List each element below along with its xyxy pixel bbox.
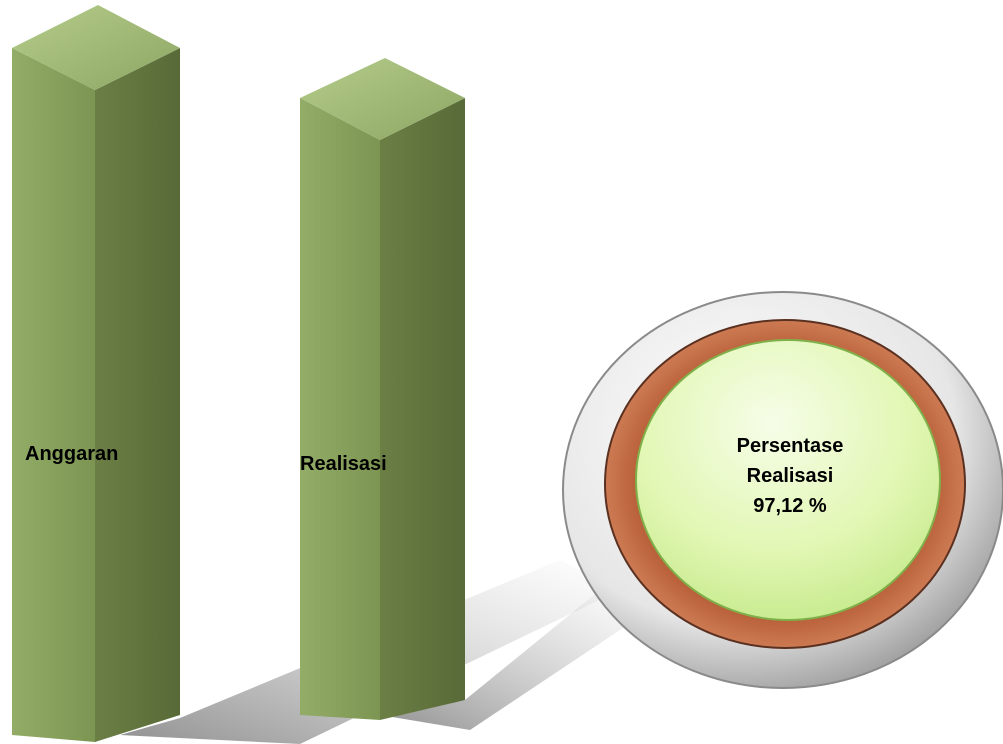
badge-text: 97,12 % bbox=[753, 495, 827, 517]
pillar bbox=[12, 5, 180, 742]
pillar-label: Anggaran bbox=[25, 443, 118, 465]
badge-text: Realisasi bbox=[747, 465, 834, 487]
badge-center bbox=[635, 339, 941, 621]
badge-text: Persentase bbox=[737, 435, 844, 457]
badge: Persentase Realisasi 97,12 % bbox=[562, 291, 1003, 689]
pillar-top bbox=[300, 58, 465, 140]
pillar-front bbox=[12, 48, 95, 742]
pillar bbox=[300, 58, 465, 720]
pillar-top bbox=[12, 5, 180, 90]
pillar-label: Realisasi bbox=[300, 453, 387, 475]
pillar-front bbox=[300, 98, 380, 720]
pillar-side bbox=[95, 48, 180, 742]
pillar-side bbox=[380, 98, 465, 720]
shadow bbox=[380, 590, 650, 730]
